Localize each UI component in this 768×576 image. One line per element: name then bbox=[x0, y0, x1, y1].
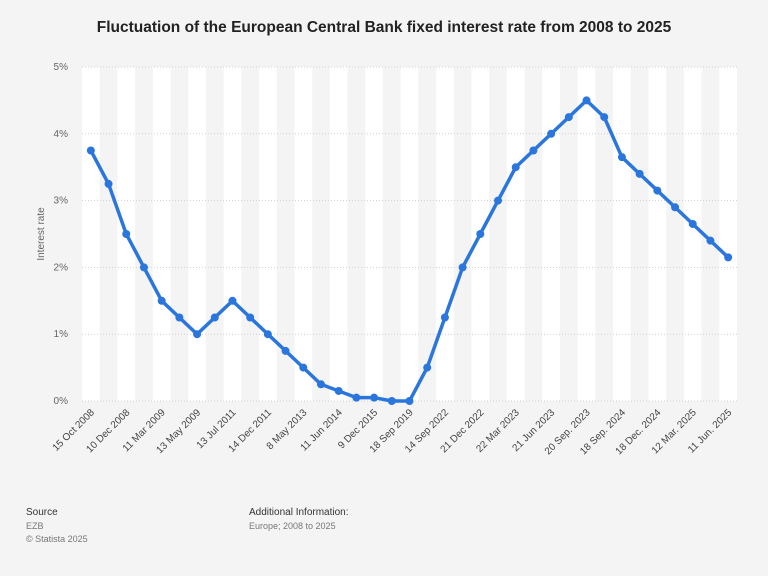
info-heading: Additional Information: bbox=[249, 507, 349, 518]
column-band bbox=[542, 67, 560, 401]
point bbox=[246, 313, 255, 322]
point bbox=[263, 330, 272, 339]
point bbox=[600, 113, 609, 122]
point bbox=[635, 169, 644, 178]
point bbox=[316, 380, 325, 389]
info: Europe; 2008 to 2025 bbox=[249, 521, 336, 531]
point bbox=[511, 163, 520, 172]
point bbox=[370, 393, 379, 402]
column-band bbox=[506, 67, 525, 401]
column-band bbox=[82, 67, 100, 401]
point bbox=[122, 230, 131, 238]
column-band bbox=[436, 67, 454, 401]
source: EZB bbox=[26, 521, 44, 531]
point bbox=[706, 236, 715, 245]
point bbox=[299, 363, 308, 372]
point bbox=[281, 346, 290, 355]
point bbox=[724, 253, 733, 262]
point bbox=[688, 219, 697, 228]
point bbox=[387, 397, 396, 405]
column-band bbox=[683, 67, 702, 401]
column-band bbox=[329, 67, 348, 401]
y-tick-label: 3% bbox=[54, 196, 69, 207]
column-band bbox=[188, 67, 206, 401]
column-band bbox=[719, 67, 737, 401]
column-band bbox=[648, 67, 667, 401]
chart-title: Fluctuation of the European Central Bank… bbox=[97, 19, 672, 36]
column-band bbox=[400, 67, 419, 401]
y-tick-label: 0% bbox=[54, 396, 69, 407]
copyright: © Statista 2025 bbox=[26, 534, 88, 544]
column-band bbox=[365, 67, 383, 401]
point bbox=[210, 313, 219, 322]
point bbox=[86, 146, 95, 155]
point bbox=[228, 296, 237, 305]
point bbox=[617, 153, 626, 162]
point bbox=[440, 313, 449, 322]
y-tick-label: 1% bbox=[54, 329, 69, 340]
y-tick-label: 4% bbox=[54, 129, 69, 140]
y-tick-label: 2% bbox=[54, 262, 69, 273]
point bbox=[352, 393, 361, 402]
column-band bbox=[152, 67, 171, 401]
point bbox=[157, 296, 166, 305]
column-band bbox=[577, 67, 596, 401]
point bbox=[547, 129, 556, 138]
source-heading: Source bbox=[26, 507, 58, 518]
column-band bbox=[259, 67, 277, 401]
column-band bbox=[223, 67, 242, 401]
point bbox=[334, 386, 343, 395]
point bbox=[423, 363, 432, 372]
point bbox=[175, 313, 184, 322]
column-band bbox=[294, 67, 313, 401]
point bbox=[564, 113, 573, 122]
point bbox=[104, 179, 113, 188]
point bbox=[671, 203, 680, 212]
point bbox=[494, 196, 503, 205]
column-band bbox=[613, 67, 631, 401]
point bbox=[582, 96, 591, 105]
point bbox=[529, 146, 538, 155]
y-axis-label: Interest rate bbox=[36, 207, 47, 261]
y-tick-label: 5% bbox=[54, 62, 69, 73]
point bbox=[193, 330, 202, 339]
point bbox=[653, 186, 662, 195]
point bbox=[476, 230, 485, 238]
point bbox=[405, 397, 414, 405]
point bbox=[458, 263, 467, 272]
point bbox=[139, 263, 148, 272]
